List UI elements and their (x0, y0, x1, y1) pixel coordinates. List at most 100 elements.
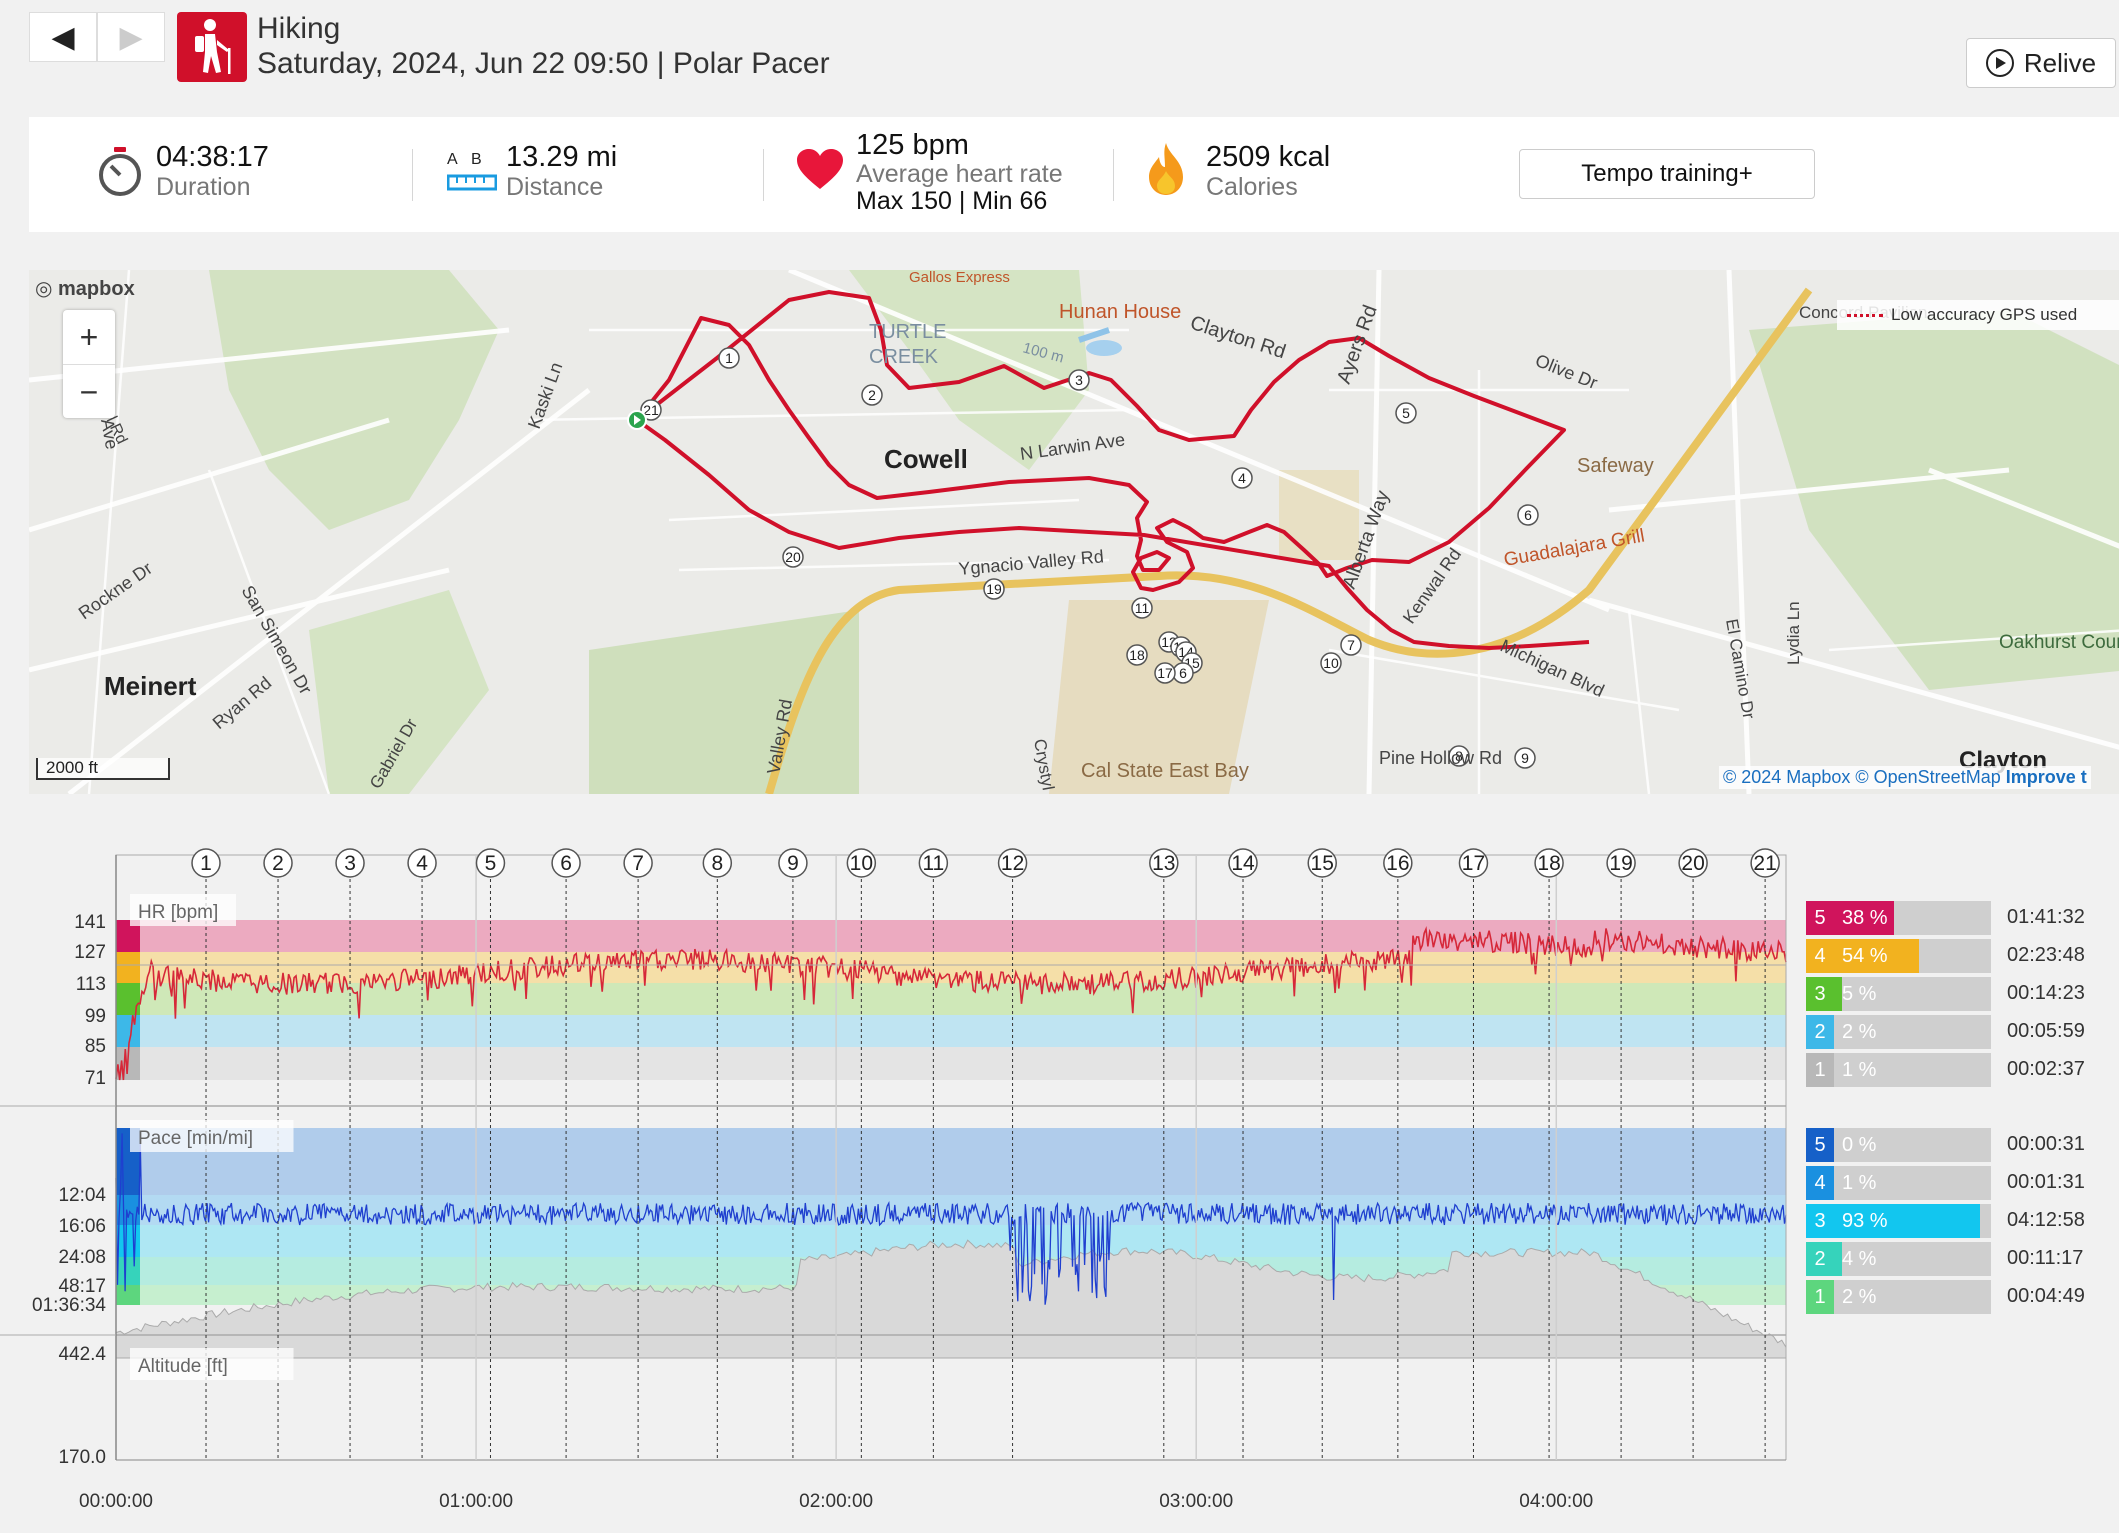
improve-map-link[interactable]: Improve t (2005, 767, 2087, 787)
route-lap-marker[interactable]: 8 (1448, 745, 1470, 767)
hr-y-tick: 141 (74, 912, 106, 933)
lap-marker[interactable]: 21 (1750, 848, 1780, 878)
pace-zone-row[interactable]: 3 93 % (1806, 1204, 1991, 1238)
osm-attribution-link[interactable]: © OpenStreetMap (1855, 767, 2001, 787)
zoom-in-button[interactable]: + (63, 310, 115, 365)
back-button[interactable]: ◀ (29, 12, 97, 62)
hr-zone-band (116, 983, 1786, 1015)
route-lap-marker[interactable]: 1 (718, 347, 740, 369)
zoom-control[interactable]: + − (63, 310, 115, 418)
lap-marker[interactable]: 18 (1534, 848, 1564, 878)
route-lap-marker[interactable]: 17 (1154, 662, 1176, 684)
hr-zone-time: 00:14:23 (2007, 982, 2085, 1004)
route-lap-marker[interactable]: 18 (1126, 644, 1148, 666)
activity-charts[interactable]: 1 2 3 4 5 6 7 8 9 10 11 12 13 14 15 16 17 18 19 20 21 141127… (0, 830, 2119, 1533)
lap-marker[interactable]: 14 (1228, 848, 1258, 878)
route-lap-marker[interactable]: 5 (1395, 402, 1417, 424)
duration-label: Duration (156, 173, 251, 201)
hr-zone-row[interactable]: 4 54 % (1806, 939, 1991, 973)
lap-marker[interactable]: 6 (551, 848, 581, 878)
pace-zone-number: 2 (1806, 1242, 1834, 1276)
svg-text:18: 18 (1537, 852, 1560, 875)
hr-zone-row[interactable]: 1 1 % (1806, 1053, 1991, 1087)
altitude-y-tick: 442.4 (58, 1344, 106, 1365)
svg-text:2: 2 (272, 852, 284, 875)
hr-zone-band (116, 920, 1786, 952)
hr-line (115, 926, 1787, 1081)
session-date-device: Saturday, 2024, Jun 22 09:50 | Polar Pac… (257, 47, 830, 80)
route-lap-marker[interactable]: 20 (782, 546, 804, 568)
route-lap-marker[interactable]: 3 (1068, 369, 1090, 391)
distance-icon: A B (447, 151, 497, 191)
relive-button[interactable]: Relive (1966, 38, 2116, 88)
hr-zone-number: 3 (1806, 977, 1834, 1011)
pace-zone-time: 00:01:31 (2007, 1171, 2085, 1193)
gps-legend: Low accuracy GPS used (1837, 300, 2119, 330)
pace-zone-time: 00:04:49 (2007, 1285, 2085, 1307)
lap-marker[interactable]: 13 (1149, 848, 1179, 878)
pace-zone-time: 00:00:31 (2007, 1133, 2085, 1155)
hr-zone-band (116, 1015, 1786, 1047)
pace-zone-row[interactable]: 4 1 % (1806, 1166, 1991, 1200)
pace-zone-swatch (116, 1257, 140, 1285)
route-lap-marker[interactable]: 10 (1320, 652, 1342, 674)
lap-marker[interactable]: 7 (623, 848, 653, 878)
route-lap-marker[interactable]: 7 (1340, 634, 1362, 656)
hr-average-value: 125 bpm (856, 129, 969, 161)
pace-y-tick: 24:08 (58, 1247, 106, 1268)
lap-marker[interactable]: 17 (1458, 848, 1489, 878)
hr-zone-row[interactable]: 5 38 % (1806, 901, 1991, 935)
svg-text:3: 3 (344, 852, 356, 875)
mapbox-attribution-link[interactable]: © 2024 Mapbox (1723, 767, 1851, 787)
route-lap-marker[interactable]: 6 (1517, 504, 1539, 526)
calories-value: 2509 kcal (1206, 141, 1331, 173)
time-x-tick: 00:00:00 (79, 1491, 153, 1512)
lap-marker[interactable]: 8 (702, 848, 733, 878)
hr-zone-row[interactable]: 2 2 % (1806, 1015, 1991, 1049)
svg-text:17: 17 (1157, 665, 1173, 681)
heart-icon (797, 149, 843, 196)
pace-zone-row[interactable]: 1 2 % (1806, 1280, 1991, 1314)
route-lap-marker[interactable]: 11 (1131, 597, 1153, 619)
hr-zone-percent: 2 % (1842, 1020, 1877, 1043)
lap-marker[interactable]: 19 (1606, 848, 1636, 878)
lap-marker[interactable]: 3 (335, 848, 365, 878)
route-lap-marker[interactable]: 9 (1514, 747, 1536, 769)
map-place-label: TURTLE (869, 321, 946, 343)
forward-button[interactable]: ▶ (97, 12, 165, 62)
lap-marker[interactable]: 12 (997, 848, 1028, 878)
route-lap-marker[interactable]: 19 (983, 578, 1005, 600)
route-lap-marker[interactable]: 2 (861, 384, 883, 406)
time-x-tick: 04:00:00 (1519, 1491, 1593, 1512)
route-lap-marker[interactable]: 6 (1172, 662, 1194, 684)
pace-zone-number: 1 (1806, 1280, 1834, 1314)
lap-marker[interactable]: 4 (407, 848, 437, 878)
map-attribution: © 2024 Mapbox © OpenStreetMap Improve t (1719, 766, 2091, 789)
route-lap-marker[interactable]: 21 (640, 399, 662, 421)
hr-y-tick: 127 (74, 942, 106, 963)
svg-text:4: 4 (416, 852, 428, 875)
route-map[interactable]: 12345678910111213141561718192021 Gallos … (29, 270, 2119, 794)
svg-text:9: 9 (787, 852, 799, 875)
lap-marker[interactable]: 16 (1383, 848, 1413, 878)
zoom-out-button[interactable]: − (79, 373, 99, 410)
svg-text:20: 20 (1681, 852, 1704, 875)
route-lap-marker[interactable]: 4 (1231, 467, 1253, 489)
hiking-icon (177, 12, 247, 82)
hr-zone-number: 4 (1806, 939, 1834, 973)
lap-marker[interactable]: 15 (1307, 848, 1337, 878)
lap-marker[interactable]: 20 (1678, 848, 1708, 878)
tempo-training-button[interactable]: Tempo training+ (1519, 149, 1815, 199)
pace-y-tick: 01:36:34 (32, 1295, 106, 1316)
lap-marker[interactable]: 10 (846, 848, 877, 878)
lap-marker[interactable]: 1 (191, 848, 221, 878)
pace-zone-row[interactable]: 5 0 % (1806, 1128, 1991, 1162)
lap-marker[interactable]: 2 (263, 848, 293, 878)
svg-text:1: 1 (725, 350, 733, 366)
lap-marker[interactable]: 5 (475, 848, 506, 878)
lap-marker[interactable]: 9 (778, 848, 808, 878)
mapbox-logo: ◎ mapbox (35, 278, 135, 300)
lap-marker[interactable]: 11 (918, 848, 949, 878)
